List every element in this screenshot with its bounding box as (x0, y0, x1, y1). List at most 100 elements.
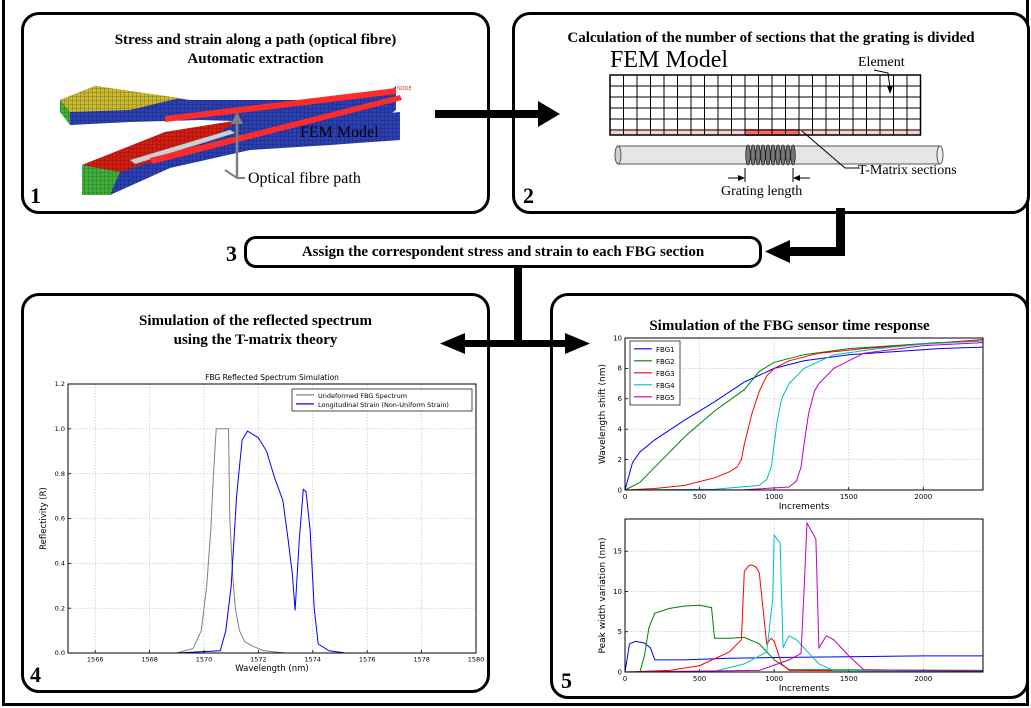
svg-text:NODE: NODE (397, 86, 412, 92)
series-line-fbg2 (624, 340, 984, 491)
x-axis-label: Increments (779, 502, 830, 512)
y-tick-label: 0.6 (55, 515, 65, 523)
panel4-title-line2: using the T-matrix theory (173, 332, 338, 348)
x-tick-label: 1500 (840, 493, 858, 501)
x-axis-label: Wavelength (nm) (235, 664, 308, 674)
series-line-fbg5 (624, 521, 984, 673)
reflected-spectrum-chart: 1566 1568 1570 1572 1574 1576 1578 1580 0.0 0.2 0.… (39, 373, 484, 674)
panel1-path-label: Optical fibre path (248, 170, 361, 187)
panel4-number: 4 (30, 662, 41, 687)
legend-label: FBG5 (656, 394, 675, 402)
y-tick-label: 2 (618, 456, 622, 464)
series-line-fbg4 (624, 340, 984, 491)
y-tick-label: 15 (613, 548, 622, 556)
x-tick-label: 1570 (196, 656, 213, 664)
x-tick-label: 500 (693, 675, 706, 683)
element-pointer (873, 69, 891, 89)
arrow-1-to-2 (435, 101, 560, 127)
panel2-element-label: Element (858, 55, 905, 70)
legend-label: FBG1 (656, 346, 675, 354)
y-tick-label: 1.2 (55, 380, 65, 388)
y-axis-label: Reflectivity (R) (39, 487, 49, 550)
legend-label: Longitudinal Strain (Non-Uniform Strain) (318, 401, 449, 409)
x-tick-label: 0 (623, 493, 627, 501)
arrow-2-to-3 (765, 208, 845, 263)
step3-number: 3 (226, 241, 237, 266)
panel2-title: Calculation of the number of sections th… (567, 30, 975, 46)
chart-title: FBG Reflected Spectrum Simulation (205, 373, 339, 382)
grating-coil (760, 144, 766, 166)
grating-coil (745, 144, 751, 166)
step3-label: Assign the correspondent stress and stra… (301, 244, 705, 260)
fem-model-render: NODE (60, 86, 412, 195)
y-tick-label: 10 (613, 334, 622, 342)
x-tick-label: 2000 (914, 493, 932, 501)
plot-frame (624, 518, 984, 673)
panel1-fem-label: FEM Model (300, 124, 379, 141)
y-tick-label: 0 (618, 668, 622, 676)
x-tick-label: 1000 (765, 675, 783, 683)
legend-label: FBG3 (656, 370, 675, 378)
y-tick-label: 0.8 (55, 470, 65, 478)
y-tick-label: 4 (618, 426, 623, 434)
plot-frame (67, 383, 477, 654)
legend-box (291, 388, 473, 412)
grating-coil (765, 144, 771, 166)
series-line-longitudinal-strain-non-uniform-strain- (68, 430, 476, 654)
y-tick-label: 8 (618, 365, 622, 373)
grating-coil (785, 144, 791, 166)
y-tick-label: 0.0 (55, 649, 65, 657)
y-tick-label: 1.0 (55, 425, 65, 433)
panel1-title-line1: Stress and strain along a path (optical … (114, 32, 397, 48)
panel2-tmatrix-label: T-Matrix sections (858, 163, 957, 178)
grating-coil (755, 144, 761, 166)
chart-legend: FBG1 FBG2 FBG3 FBG4 FBG5 (629, 340, 681, 406)
series-line-fbg3 (624, 339, 984, 491)
series-line-fbg4 (624, 533, 984, 673)
grating-length-marker (728, 168, 810, 182)
y-tick-label: 6 (618, 395, 623, 403)
series-line-undeformed-fbg-spectrum (68, 428, 476, 654)
panel2-number: 2 (523, 183, 534, 208)
grating-coil (775, 144, 781, 166)
grating-coil (780, 144, 786, 166)
series-line-fbg1 (624, 346, 984, 491)
wavelength-shift-chart: 0 500 1000 1500 2000 0 2 4 6 8 10 Increments Wavelen… (598, 334, 984, 512)
panel-tmatrix-sections: Calculation of the number of sections th… (512, 12, 1030, 214)
legend-label: FBG4 (656, 382, 675, 390)
series-line-fbg3 (624, 564, 984, 673)
x-tick-label: 0 (623, 675, 627, 683)
x-axis-label: Increments (779, 684, 830, 694)
panel4-title-line1: Simulation of the reflected spectrum (138, 313, 372, 329)
x-tick-label: 1566 (87, 656, 104, 664)
y-axis-label: Peak width variation (nm) (598, 537, 608, 653)
y-tick-label: 0 (618, 486, 622, 494)
panel2-grating-label: Grating length (721, 184, 802, 199)
panel5-title: Simulation of the FBG sensor time respon… (649, 318, 930, 334)
x-tick-label: 1572 (250, 656, 267, 664)
optical-fibre (614, 144, 944, 166)
tmatrix-pointer (801, 130, 860, 169)
plot-frame (624, 337, 984, 491)
step3-box: Assign the correspondent stress and stra… (244, 236, 762, 268)
x-tick-label: 2000 (914, 675, 932, 683)
y-tick-label: 0.4 (55, 560, 65, 568)
x-tick-label: 1580 (468, 656, 485, 664)
fem-mesh-grid (609, 74, 922, 136)
series-line-fbg5 (624, 342, 984, 491)
y-tick-label: 0.2 (55, 604, 65, 612)
series-line-fbg1 (624, 640, 983, 673)
grating-coil (750, 144, 756, 166)
y-axis-label: Wavelength shift (nm) (598, 364, 608, 464)
x-tick-label: 1500 (840, 675, 858, 683)
panel2-fem-label: FEM Model (610, 47, 728, 73)
grating-coil (790, 144, 796, 166)
y-tick-label: 10 (613, 588, 622, 596)
x-tick-label: 1574 (305, 656, 322, 664)
x-tick-label: 1000 (765, 493, 783, 501)
x-tick-label: 1578 (413, 656, 430, 664)
x-tick-label: 1576 (359, 656, 376, 664)
legend-label: FBG2 (656, 358, 675, 366)
